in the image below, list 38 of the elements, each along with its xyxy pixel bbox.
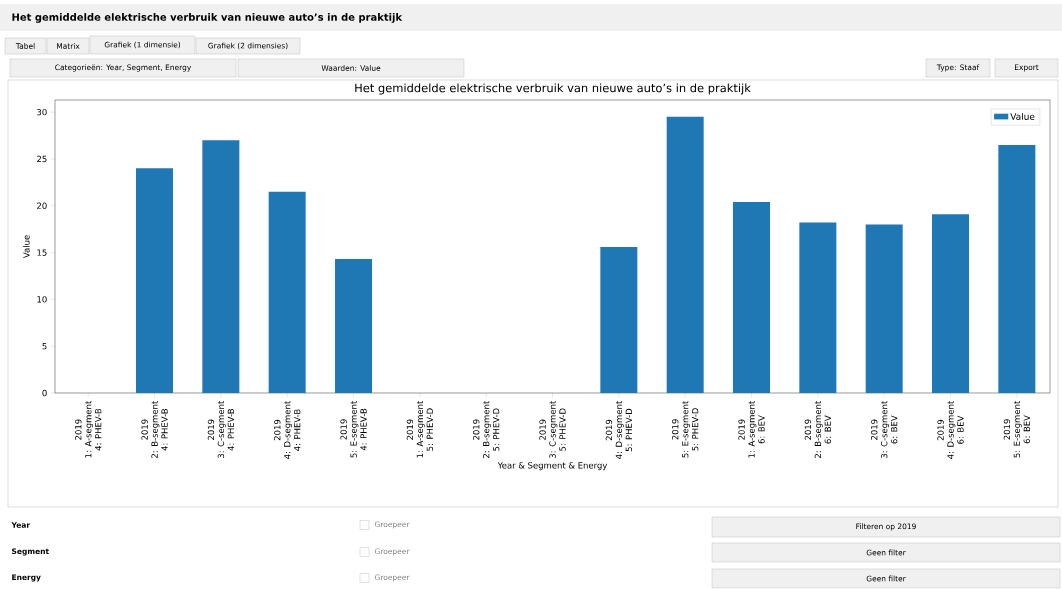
bar: [335, 259, 373, 393]
y-tick-label: 25: [37, 155, 47, 163]
text: Het gemiddelde elektrische verbruik van nieuwe auto’s in de praktijk: [12, 13, 403, 23]
x-tick-label: 2019 3: C-segment 5: PHEV-D: [539, 400, 566, 459]
bar: [733, 202, 771, 393]
y-axis-title: Value: [23, 235, 30, 259]
x-tick-label: 2019 5: E-segment 6: BEV: [1003, 400, 1031, 458]
y-tick-label: 5: [42, 343, 47, 350]
x-tick-label: 2019 2: B-segment 6: BEV: [804, 400, 832, 458]
x-tick-label: 2019 4: D-segment 6: BEV: [937, 400, 964, 459]
bar: [202, 140, 240, 393]
y-tick-label: 30: [37, 108, 47, 116]
chart-title: Het gemiddelde elektrische verbruik van nieuwe auto’s in de praktijk: [355, 83, 751, 95]
y-tick-label: 10: [37, 296, 47, 303]
x-tick-label: 2019 1: A-segment 4: PHEV-B: [75, 400, 102, 458]
bar: [998, 144, 1036, 393]
x-tick-label: 2019 4: D-segment 4: PHEV-B: [274, 400, 301, 459]
bar: [136, 168, 174, 393]
x-tick-label: 2019 1: A-segment 5: PHEV-D: [406, 400, 434, 458]
x-tick-label: 2019 1: A-segment 6: BEV: [738, 400, 765, 458]
bar: [666, 116, 704, 393]
bar: [799, 222, 837, 393]
y-tick-label: 20: [37, 202, 47, 209]
bar: [268, 191, 306, 393]
bar: [865, 224, 903, 393]
x-tick-label: 2019 2: B-segment 5: PHEV-D: [473, 400, 500, 458]
y-tick-label: 15: [37, 249, 47, 256]
x-tick-label: 2019 2: B-segment 4: PHEV-B: [141, 400, 168, 458]
bar: [932, 214, 970, 393]
x-tick-label: 2019 3: C-segment 4: PHEV-B: [207, 400, 234, 459]
x-axis-title: Year & Segment & Energy: [497, 462, 608, 471]
x-tick-label: 2019 5: E-segment 5: PHEV-D: [672, 400, 699, 458]
x-tick-label: 2019 5: E-segment 4: PHEV-B: [340, 400, 367, 458]
y-tick-label: 0: [42, 389, 47, 397]
legend-label: Value: [1010, 112, 1035, 120]
x-tick-label: 2019 4: D-segment 5: PHEV-D: [605, 400, 633, 459]
x-tick-label: 2019 3: C-segment 6: BEV: [871, 400, 898, 459]
bar: [600, 246, 638, 393]
